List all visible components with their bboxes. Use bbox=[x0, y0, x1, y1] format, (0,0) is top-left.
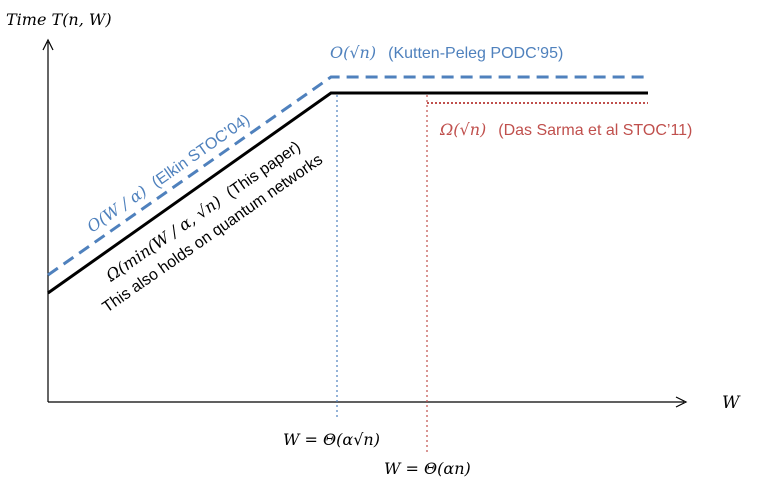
das-sarma-formula: Ω(√n) bbox=[439, 120, 486, 139]
this-paper-curve bbox=[47, 91, 648, 295]
das-sarma-label: Ω(√n) (Das Sarma et al STOC’11) bbox=[439, 120, 692, 139]
kutten-peleg-label: O(√n) (Kutten-Peleg PODC’95) bbox=[330, 43, 563, 62]
threshold-label-blue: W = Θ(α√n) bbox=[283, 430, 380, 449]
kutten-formula: O(√n) bbox=[330, 43, 376, 62]
das-sarma-citation: (Das Sarma et al STOC’11) bbox=[498, 122, 692, 139]
x-axis-label: W bbox=[722, 393, 741, 413]
y-axis-label: Time T(n, W) bbox=[6, 10, 112, 29]
y-axis-arrowhead bbox=[42, 38, 54, 51]
threshold-label-red: W = Θ(αn) bbox=[384, 459, 471, 478]
upper-bound-curve bbox=[47, 75, 650, 277]
kutten-citation: (Kutten-Peleg PODC’95) bbox=[388, 45, 563, 62]
x-axis-arrowhead bbox=[675, 396, 688, 408]
